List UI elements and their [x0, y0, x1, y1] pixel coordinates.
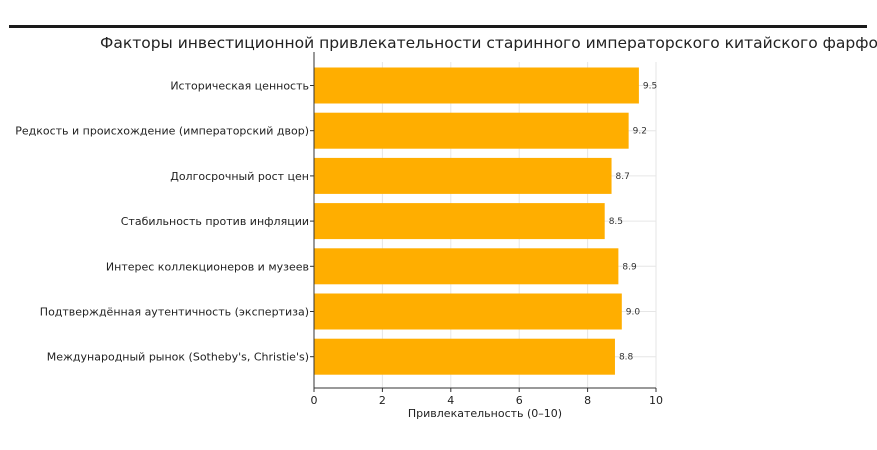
axes: 0 2 4 6 8 10 Историческая ценность Редкость и п…: [15, 52, 663, 407]
category-label: Стабильность против инфляции: [121, 215, 309, 228]
value-label: 9.0: [626, 308, 641, 318]
bar: [314, 338, 615, 375]
category-label: Подтверждённая аутентичность (экспертиза…: [40, 306, 309, 319]
x-tick-label: 4: [447, 394, 454, 407]
bar: [314, 112, 629, 149]
bar: [314, 248, 619, 285]
x-axis-label: Привлекательность (0–10): [408, 407, 562, 420]
x-tick-label: 8: [584, 394, 591, 407]
x-tick-label: 2: [379, 394, 386, 407]
category-label: Международный рынок (Sotheby's, Christie…: [47, 351, 309, 364]
chart-title: Факторы инвестиционной привлекательности…: [100, 34, 877, 52]
top-divider-line: [9, 25, 867, 28]
x-tick-label: 10: [649, 394, 663, 407]
x-tick-label: 6: [516, 394, 523, 407]
x-tick-label: 0: [311, 394, 318, 407]
value-label: 8.5: [609, 217, 623, 227]
bar: [314, 293, 622, 330]
category-label: Редкость и происхождение (императорский …: [15, 125, 309, 138]
category-label: Интерес коллекционеров и музеев: [106, 260, 309, 273]
bar: [314, 67, 639, 104]
category-label: Долгосрочный рост цен: [170, 170, 309, 183]
bars: 9.5 9.2 8.7 8.5 8.9 9.0 8.8: [314, 67, 657, 375]
bar: [314, 157, 612, 194]
value-label: 8.7: [616, 172, 630, 182]
value-label: 9.5: [643, 82, 657, 92]
value-label: 9.2: [633, 127, 647, 137]
bar: [314, 203, 605, 240]
category-label: Историческая ценность: [170, 80, 309, 93]
value-label: 8.8: [619, 353, 634, 363]
value-label: 8.9: [622, 262, 637, 272]
